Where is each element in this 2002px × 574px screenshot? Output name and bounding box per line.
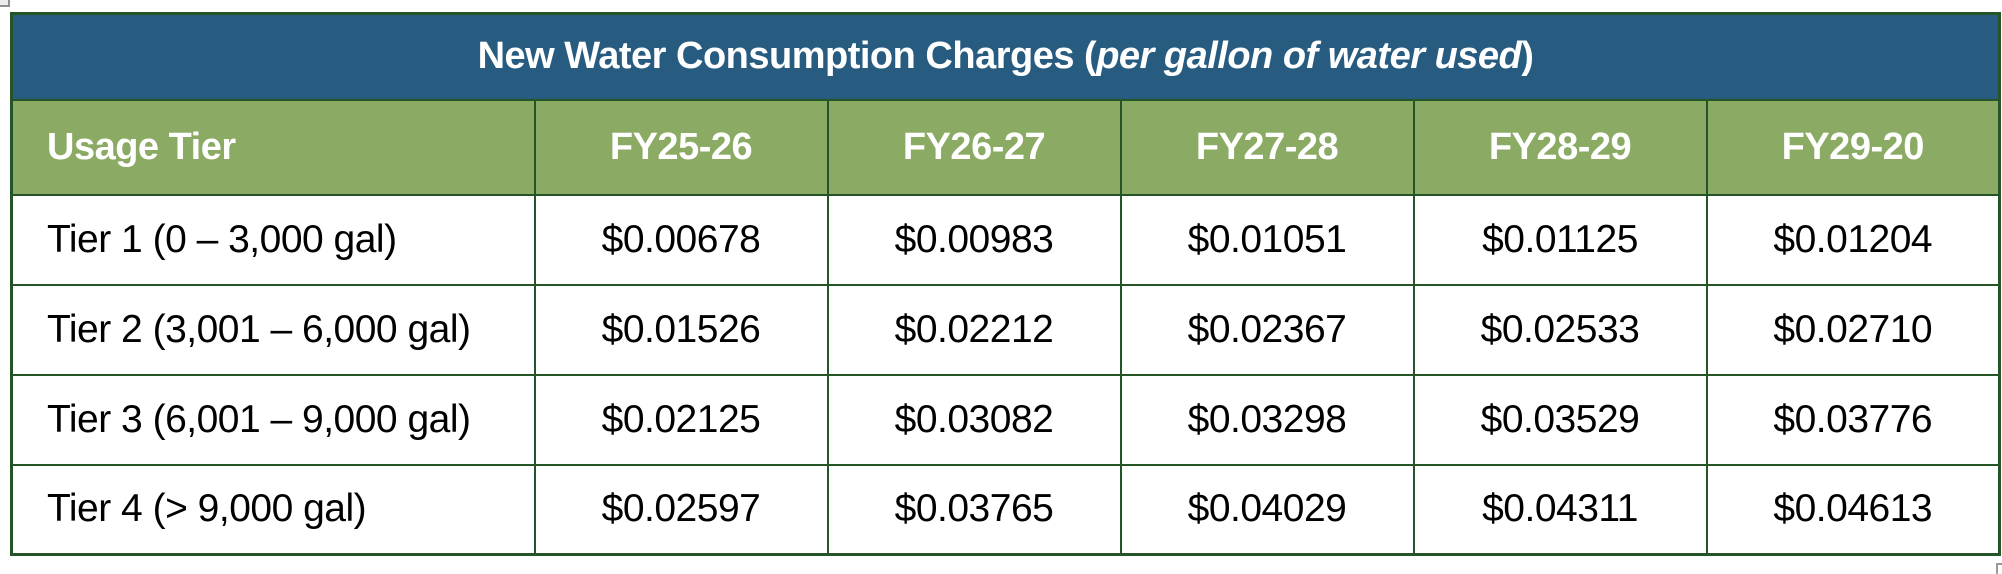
table-row-tier-4: Tier 4 (> 9,000 gal) $0.02597 $0.03765 $… xyxy=(10,463,2001,556)
rate-value: $0.03082 xyxy=(826,373,1122,466)
rate-value: $0.01125 xyxy=(1412,193,1708,286)
tier-label: Tier 2 (3,001 – 6,000 gal) xyxy=(10,283,536,376)
rate-value: $0.02533 xyxy=(1412,283,1708,376)
rate-value: $0.02212 xyxy=(826,283,1122,376)
table-row-tier-1: Tier 1 (0 – 3,000 gal) $0.00678 $0.00983… xyxy=(10,193,2001,286)
rate-value: $0.04311 xyxy=(1412,463,1708,556)
rate-value: $0.03298 xyxy=(1119,373,1415,466)
rate-value: $0.04029 xyxy=(1119,463,1415,556)
tier-label: Tier 1 (0 – 3,000 gal) xyxy=(10,193,536,286)
rate-value: $0.04613 xyxy=(1705,463,2001,556)
column-header-fy29-20: FY29-20 xyxy=(1705,98,2001,196)
rate-value: $0.00983 xyxy=(826,193,1122,286)
rate-value: $0.02597 xyxy=(533,463,829,556)
table-row-tier-3: Tier 3 (6,001 – 9,000 gal) $0.02125 $0.0… xyxy=(10,373,2001,466)
column-header-usage-tier: Usage Tier xyxy=(10,98,536,196)
table-row-tier-2: Tier 2 (3,001 – 6,000 gal) $0.01526 $0.0… xyxy=(10,283,2001,376)
rate-value: $0.03776 xyxy=(1705,373,2001,466)
tier-label: Tier 3 (6,001 – 9,000 gal) xyxy=(10,373,536,466)
water-rates-table: New Water Consumption Charges (per gallo… xyxy=(10,12,2002,556)
rate-value: $0.01051 xyxy=(1119,193,1415,286)
table-title: New Water Consumption Charges (per gallo… xyxy=(10,12,2001,101)
table-header-row: Usage Tier FY25-26 FY26-27 FY27-28 FY28-… xyxy=(10,98,2001,196)
rate-value: $0.02125 xyxy=(533,373,829,466)
rate-value: $0.00678 xyxy=(533,193,829,286)
rate-value: $0.01526 xyxy=(533,283,829,376)
rate-value: $0.01204 xyxy=(1705,193,2001,286)
title-prefix: New Water Consumption Charges ( xyxy=(477,35,1097,78)
column-header-fy28-29: FY28-29 xyxy=(1412,98,1708,196)
table-move-handle-fragment[interactable] xyxy=(0,0,10,7)
column-header-fy27-28: FY27-28 xyxy=(1119,98,1415,196)
rate-value: $0.03529 xyxy=(1412,373,1708,466)
table-resize-handle-fragment[interactable] xyxy=(1996,563,2002,574)
rate-value: $0.03765 xyxy=(826,463,1122,556)
title-suffix: ) xyxy=(1521,35,1534,78)
tier-label: Tier 4 (> 9,000 gal) xyxy=(10,463,536,556)
title-italic: per gallon of water used xyxy=(1096,35,1522,78)
table-title-row: New Water Consumption Charges (per gallo… xyxy=(10,12,2001,101)
rate-value: $0.02710 xyxy=(1705,283,2001,376)
column-header-fy25-26: FY25-26 xyxy=(533,98,829,196)
rate-value: $0.02367 xyxy=(1119,283,1415,376)
column-header-fy26-27: FY26-27 xyxy=(826,98,1122,196)
